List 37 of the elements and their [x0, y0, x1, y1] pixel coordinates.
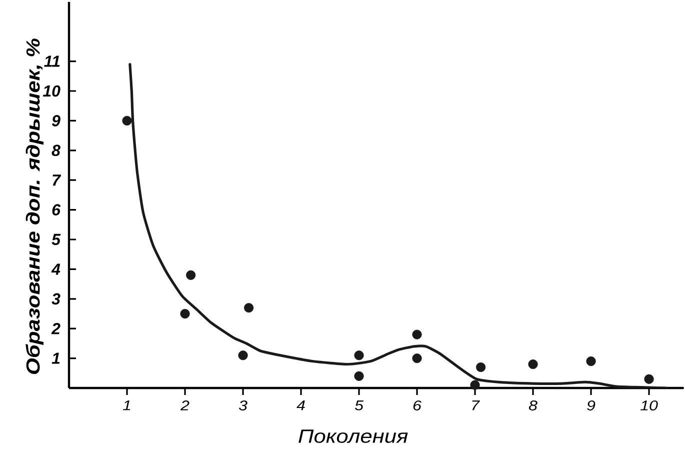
- y-tick-label: 8: [52, 144, 60, 156]
- point: [354, 350, 364, 360]
- y-tick-label: 6: [52, 204, 61, 216]
- x-tick-label: 4: [296, 400, 305, 410]
- point: [122, 116, 132, 126]
- y-tick-label: 5: [52, 234, 61, 246]
- y-axis-title: Образование доп. ядрышек, %: [26, 38, 44, 374]
- x-axis-title: Поколения: [298, 430, 408, 443]
- x-tick-label: 1: [122, 400, 130, 410]
- y-tick-label: 4: [51, 264, 60, 275]
- point: [644, 374, 654, 384]
- y-tick-label: 7: [52, 174, 62, 186]
- point: [354, 371, 364, 381]
- y-tick-label: 11: [44, 56, 60, 67]
- x-tick-label: 2: [180, 400, 190, 410]
- point: [180, 308, 190, 319]
- x-tick-label: 7: [472, 400, 480, 410]
- point: [412, 354, 422, 364]
- x-tick-label: 9: [587, 400, 596, 410]
- point: [238, 350, 248, 360]
- x-tick-label: 8: [528, 400, 538, 410]
- y-tick-label: 1: [52, 352, 60, 364]
- y-tick-label: 9: [52, 115, 60, 126]
- y-tick-label: 2: [51, 323, 60, 334]
- x-tick-label: 5: [354, 400, 364, 410]
- x-tick-label: 10: [640, 400, 658, 410]
- y-tick-label: 3: [52, 293, 60, 305]
- point: [186, 270, 196, 280]
- point: [244, 303, 254, 313]
- y-tick-label: 10: [42, 85, 60, 97]
- x-tick-label: 6: [413, 400, 422, 410]
- point: [470, 380, 480, 390]
- point: [528, 359, 538, 370]
- point: [412, 330, 422, 340]
- point: [476, 362, 486, 372]
- point: [586, 356, 596, 366]
- x-tick-label: 3: [238, 400, 248, 410]
